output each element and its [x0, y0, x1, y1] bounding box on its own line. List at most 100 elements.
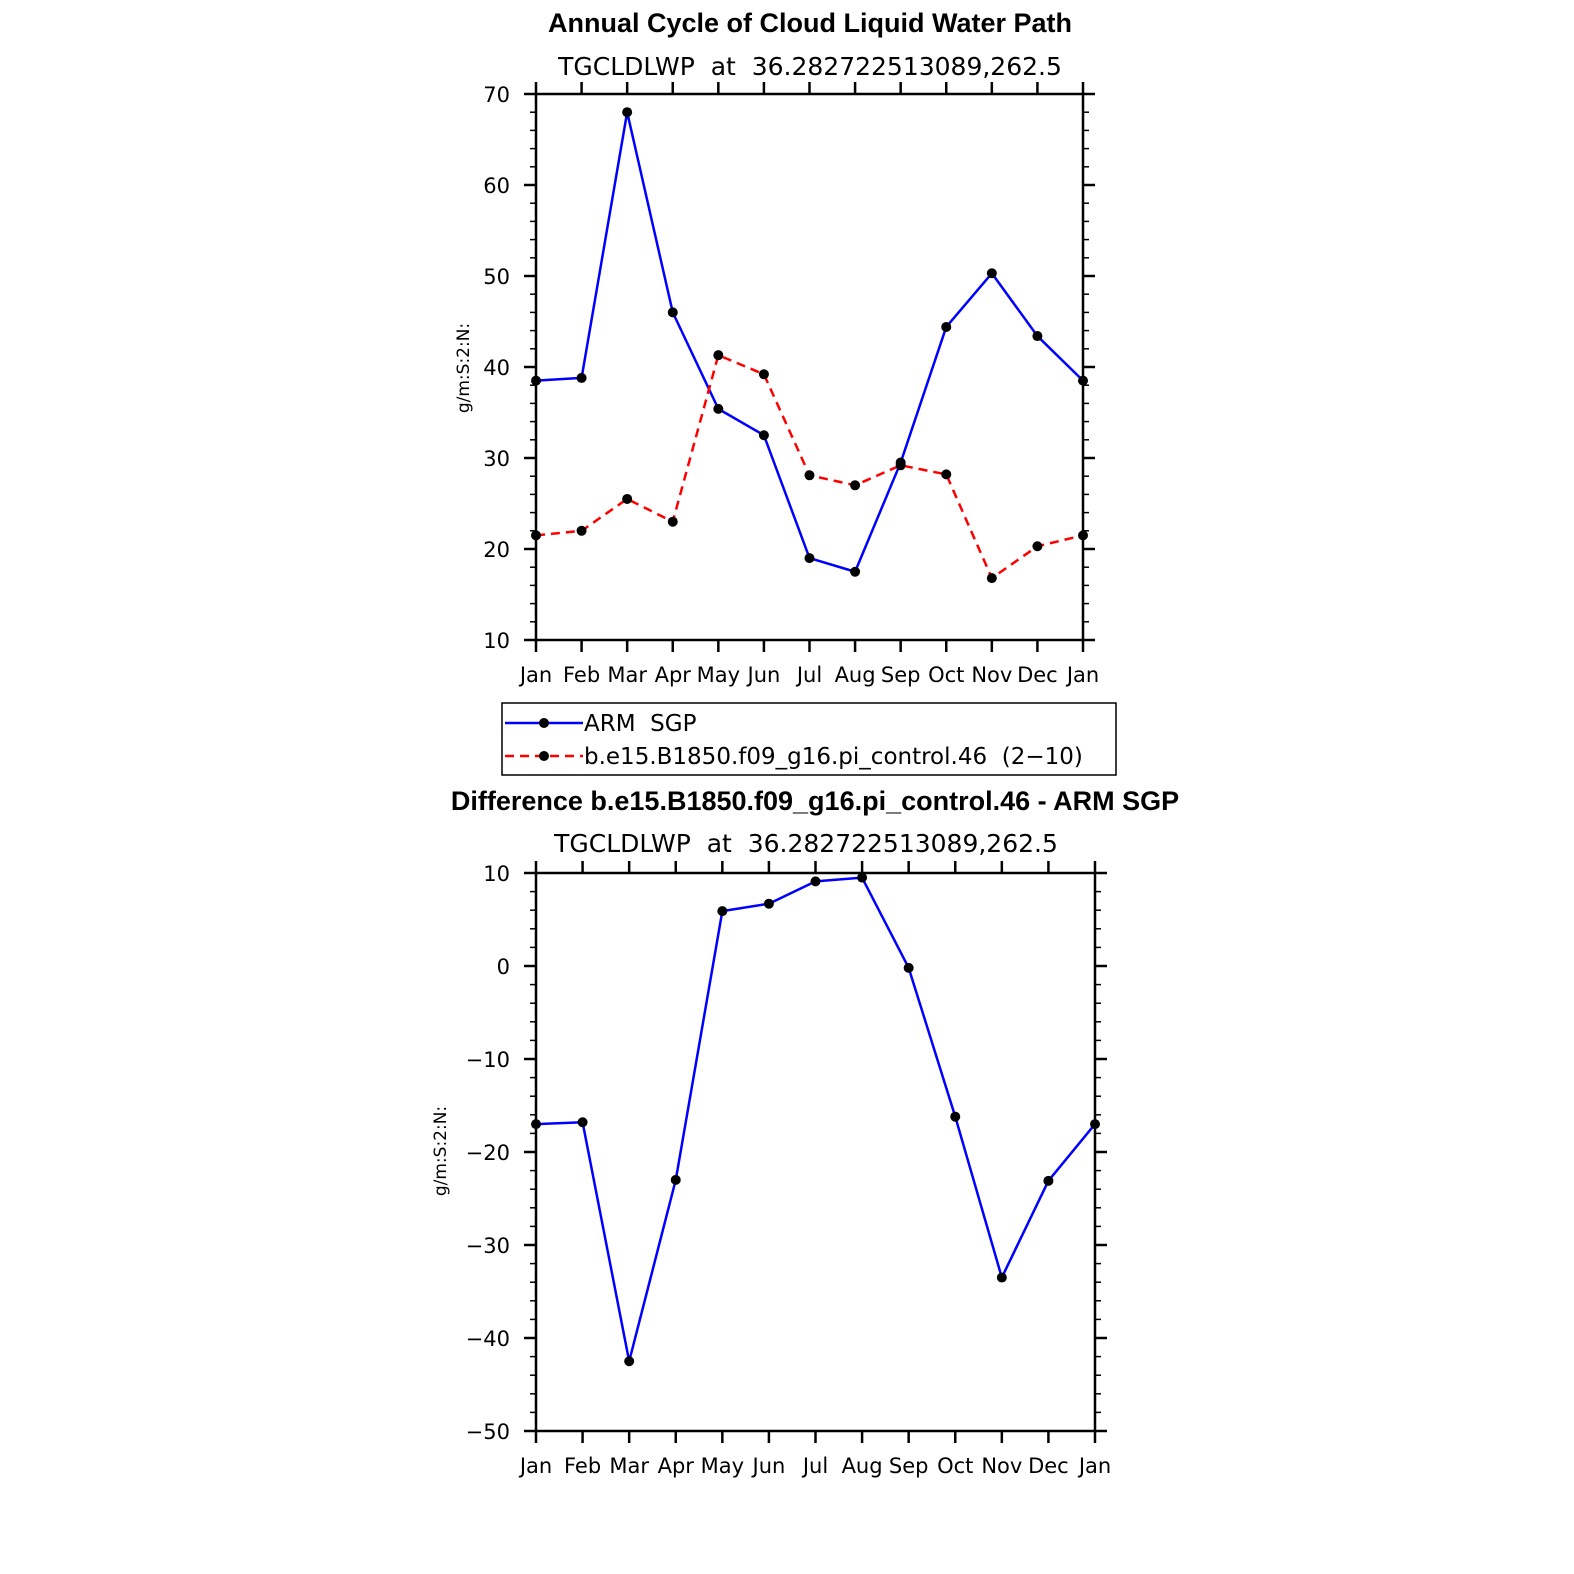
series-1-point	[850, 480, 861, 491]
series-0-point	[996, 1272, 1007, 1283]
y-axis-label: g/m:S:2:N:	[431, 1106, 451, 1196]
x-tick-label: Aug	[842, 1454, 883, 1478]
legend-marker-arm	[539, 718, 549, 728]
y-tick-label: −50	[466, 1420, 510, 1444]
legend-label-model: b.e15.B1850.f09_g16.pi_control.46 (2−10)	[584, 744, 1083, 770]
x-tick-label: Jul	[801, 1454, 828, 1478]
x-tick-label: Jan	[1065, 663, 1099, 687]
series-0-point	[810, 876, 821, 887]
x-tick-label: Nov	[971, 663, 1012, 687]
series-0-point	[717, 906, 728, 917]
x-tick-label: Oct	[937, 1454, 973, 1478]
x-tick-label: Dec	[1017, 663, 1058, 687]
series-1-point	[941, 469, 952, 480]
x-tick-label: Jan	[518, 663, 552, 687]
series-line-0	[535, 110, 1084, 573]
annual-cycle-panel: Annual Cycle of Cloud Liquid Water Path …	[454, 8, 1099, 687]
chart-title: Difference b.e15.B1850.f09_g16.pi_contro…	[451, 786, 1179, 816]
x-tick-label: Jan	[518, 1454, 552, 1478]
legend-entry-model: b.e15.B1850.f09_g16.pi_control.46 (2−10)	[505, 744, 1083, 770]
x-tick-label: Mar	[609, 1454, 649, 1478]
series-0-point	[531, 1119, 541, 1130]
series-0-point	[758, 430, 769, 441]
y-axis-label: g/m:S:2:N:	[454, 323, 474, 413]
series-0-point	[763, 898, 774, 909]
series-1-point	[895, 460, 906, 471]
series-0-point	[713, 403, 724, 414]
legend: ARM SGP b.e15.B1850.f09_g16.pi_control.4…	[501, 702, 1117, 776]
x-tick-label: Jun	[746, 663, 781, 687]
series-0-point	[577, 1117, 588, 1128]
series-0-point	[804, 553, 815, 564]
y-tick-label: 70	[483, 83, 510, 107]
difference-panel: Difference b.e15.B1850.f09_g16.pi_contro…	[431, 786, 1179, 1478]
y-tick-label: 40	[483, 356, 510, 380]
x-tick-label: May	[701, 1454, 744, 1478]
x-tick-label: Mar	[607, 663, 647, 687]
y-tick-label: −20	[466, 1141, 510, 1165]
series-1-point	[576, 525, 587, 536]
x-tick-label: Sep	[881, 663, 921, 687]
x-tick-label: Apr	[655, 663, 692, 687]
series-1-point	[713, 350, 724, 361]
series-0-point	[622, 107, 633, 118]
series-0-point	[986, 268, 997, 279]
series-0-point	[1078, 375, 1088, 386]
y-tick-label: 50	[483, 265, 510, 289]
legend-marker-model	[539, 751, 549, 761]
legend-entry-arm: ARM SGP	[505, 711, 697, 737]
x-tick-label: Dec	[1028, 1454, 1069, 1478]
y-tick-label: 20	[483, 538, 510, 562]
series-0-point	[624, 1356, 635, 1367]
y-tick-label: −10	[466, 1048, 510, 1072]
x-tick-label: May	[697, 663, 740, 687]
series-0-point	[1032, 331, 1043, 342]
series-line-0	[535, 876, 1096, 1363]
legend-label-arm: ARM SGP	[584, 711, 697, 737]
series-0-point	[903, 962, 914, 973]
series-0-point	[950, 1111, 961, 1122]
legend-frame	[501, 702, 1117, 776]
series-0-point	[941, 321, 952, 332]
series-0-point	[850, 566, 861, 577]
chart-title: Annual Cycle of Cloud Liquid Water Path	[548, 8, 1072, 38]
series-1-point	[1078, 530, 1088, 541]
series-1-point	[531, 530, 541, 541]
x-tick-label: Sep	[889, 1454, 929, 1478]
series-0-point	[1043, 1175, 1054, 1186]
series-0-point	[531, 375, 541, 386]
x-tick-label: Jan	[1077, 1454, 1111, 1478]
x-tick-label: Apr	[658, 1454, 695, 1478]
x-tick-label: Feb	[564, 1454, 601, 1478]
y-tick-label: 60	[483, 174, 510, 198]
series-0-point	[576, 372, 587, 383]
axis-frame	[534, 871, 1097, 1433]
x-tick-label: Aug	[835, 663, 876, 687]
series-1-point	[667, 516, 678, 527]
x-tick-label: Oct	[928, 663, 964, 687]
x-tick-label: Nov	[981, 1454, 1022, 1478]
series-1-point	[986, 573, 997, 584]
series-0-point	[667, 307, 678, 318]
series-1-point	[804, 470, 815, 481]
y-tick-label: 10	[483, 862, 510, 886]
series-0-point	[1090, 1119, 1100, 1130]
x-tick-label: Jun	[751, 1454, 786, 1478]
chart-subtitle: TGCLDLWP at 36.282722513089,262.5	[553, 829, 1058, 858]
plot-area: −50 −40 −30 −20 −10 0 10 Jan Feb Mar Apr May Jun Jul A…	[466, 861, 1111, 1478]
series-1-point	[622, 493, 633, 504]
plot-area: 10 20 30 40 50 60 70 Jan Feb Mar Apr May Jun Jul Aug Se…	[483, 82, 1099, 687]
x-tick-label: Feb	[563, 663, 600, 687]
series-1-point	[758, 369, 769, 380]
chart-subtitle: TGCLDLWP at 36.282722513089,262.5	[557, 52, 1062, 81]
y-tick-label: −40	[466, 1327, 510, 1351]
series-line-1	[535, 353, 1084, 580]
series-1-point	[1032, 541, 1043, 552]
y-tick-label: 10	[483, 629, 510, 653]
series-0-point	[670, 1174, 681, 1185]
y-tick-label: 0	[497, 955, 510, 979]
y-tick-label: −30	[466, 1234, 510, 1258]
y-tick-label: 30	[483, 447, 510, 471]
x-tick-label: Jul	[795, 663, 822, 687]
